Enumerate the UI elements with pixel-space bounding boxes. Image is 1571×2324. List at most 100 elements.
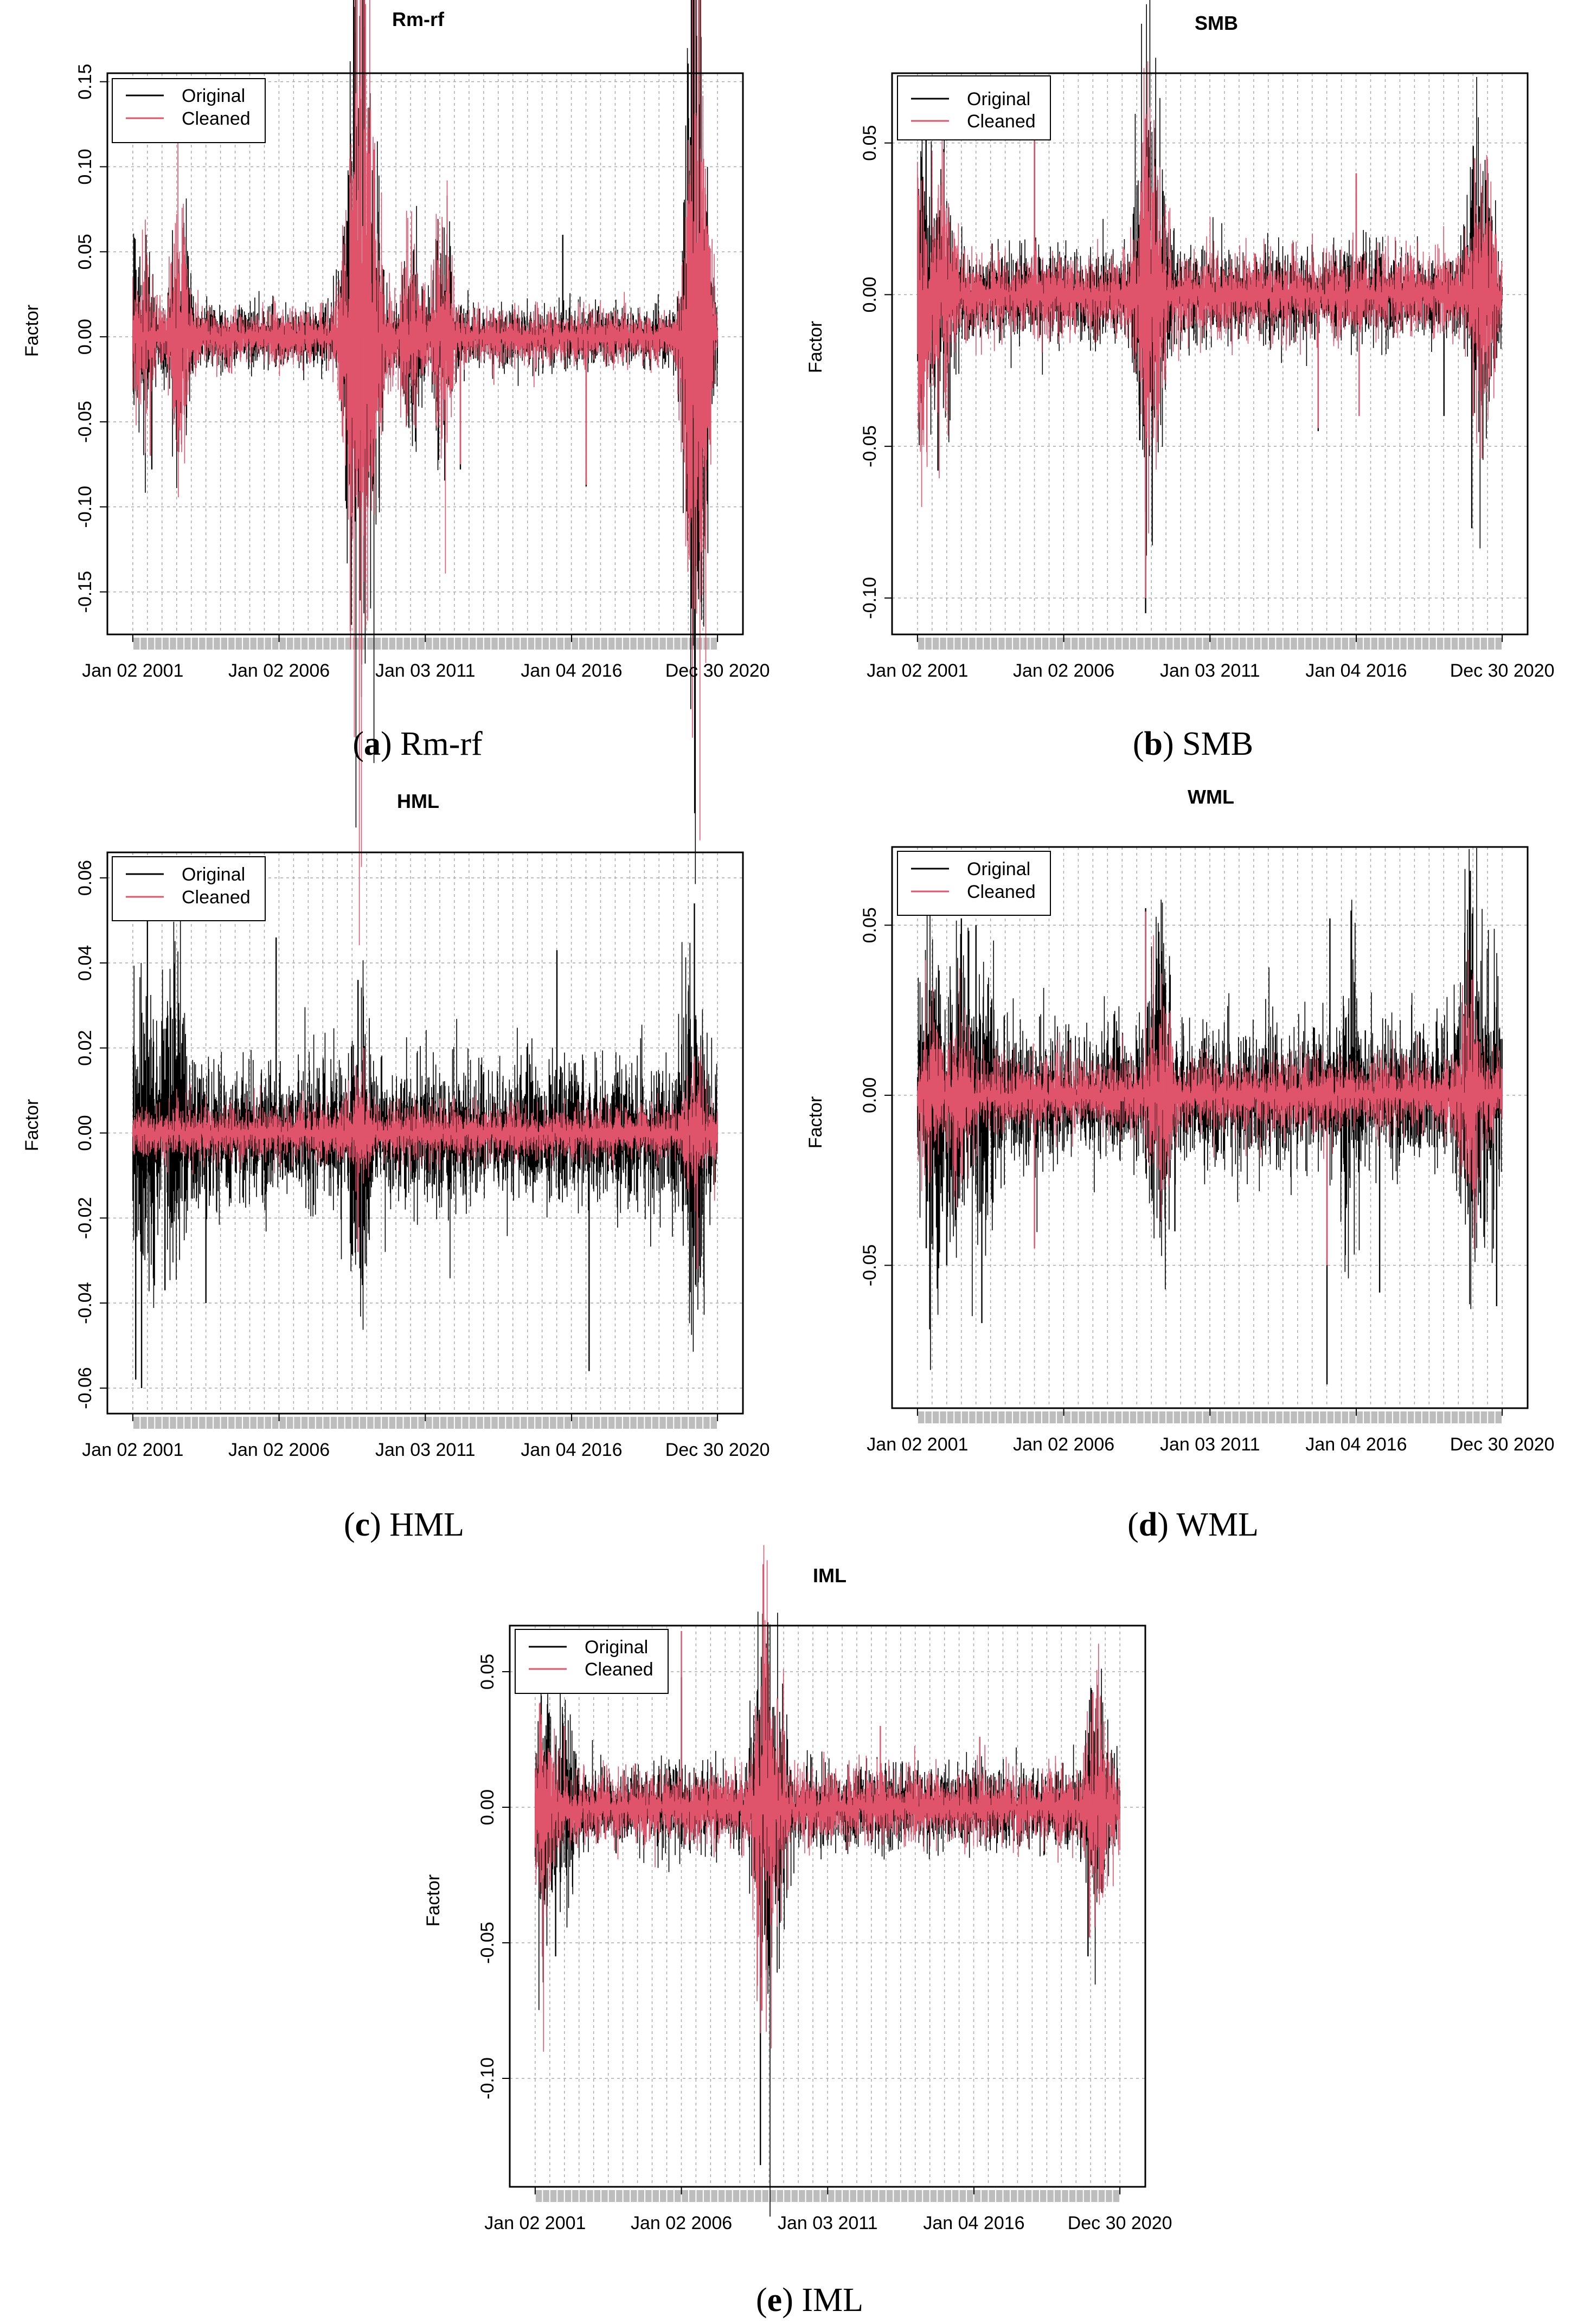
legend: Original Cleaned (515, 1629, 669, 1694)
x-tick-label: Jan 03 2011 (375, 1440, 476, 1460)
chart-title: HML (397, 790, 439, 812)
chart-title: Rm-rf (392, 8, 445, 30)
series-line-cleaned (535, 1545, 1120, 2052)
x-tick-label: Jan 03 2011 (1160, 1434, 1260, 1455)
legend-label-original: Original (585, 1637, 648, 1658)
series-line-cleaned (132, 1048, 718, 1211)
y-tick-label: 0.00 (75, 319, 95, 355)
x-tick-label: Jan 02 2001 (867, 660, 968, 681)
x-tick-label: Jan 03 2011 (778, 2213, 878, 2233)
caption-letter: d (1139, 1506, 1157, 1543)
series-lines (917, 0, 1503, 613)
y-tick-label: 0.15 (75, 64, 95, 100)
legend-label-original: Original (182, 86, 245, 106)
caption-text: SMB (1182, 726, 1253, 762)
panel-iml: IML Factor Jan 02 2001 Jan 02 2006 Jan 03 … (423, 1545, 1172, 2319)
x-tick-label: Dec 30 2020 (665, 1440, 770, 1460)
panel-caption: (a) Rm-rf (352, 726, 483, 762)
x-tick-label: Jan 04 2016 (923, 2213, 1024, 2233)
x-tick-label: Jan 02 2001 (484, 2213, 586, 2233)
legend-box (112, 856, 266, 921)
legend-label-cleaned: Cleaned (182, 108, 251, 129)
x-tick-label: Jan 02 2006 (1013, 1434, 1114, 1455)
y-axis-ticks: -0.06 -0.04 -0.02 0.00 0.02 0.04 0.06 (75, 860, 107, 1409)
legend: Original Cleaned (112, 856, 266, 921)
legend-box (515, 1629, 669, 1694)
panel-smb: SMB Factor Jan 02 2001 Jan 02 2006 Jan 03 … (805, 0, 1555, 762)
y-tick-label: -0.15 (75, 571, 95, 613)
y-tick-label: 0.04 (75, 945, 95, 981)
panel-caption: (c) HML (344, 1506, 464, 1543)
caption-text: IML (801, 2282, 863, 2319)
x-tick-label: Jan 02 2001 (82, 1440, 183, 1460)
y-tick-label: -0.10 (477, 2057, 498, 2100)
series-line-cleaned (917, 61, 1503, 574)
y-tick-label: -0.05 (477, 1922, 498, 1964)
y-axis-label: Factor (423, 1874, 444, 1927)
y-tick-label: 0.00 (477, 1789, 498, 1825)
x-tick-label: Jan 02 2006 (228, 1440, 330, 1460)
caption-text: Rm-rf (400, 726, 483, 762)
grid-lines (892, 73, 1528, 634)
x-axis-ticks: Jan 02 2001 Jan 02 2006 Jan 03 2011 Jan 04 … (82, 1414, 770, 1460)
x-axis-ticks: Jan 02 2001 Jan 02 2006 Jan 03 2011 Jan 04 … (484, 2187, 1172, 2233)
y-axis-label: Factor (805, 321, 826, 373)
y-tick-label: -0.10 (860, 577, 880, 619)
y-tick-label: 0.05 (860, 125, 880, 161)
x-axis-ticks: Jan 02 2001 Jan 02 2006 Jan 03 2011 Jan 04 … (867, 1408, 1555, 1455)
x-tick-label: Jan 03 2011 (1160, 660, 1260, 681)
y-tick-label: 0.05 (75, 234, 95, 269)
y-tick-label: -0.06 (75, 1367, 95, 1409)
y-tick-label: 0.00 (860, 1077, 880, 1113)
legend-box (112, 78, 266, 143)
x-tick-label: Jan 04 2016 (1305, 1434, 1407, 1455)
y-axis-ticks: -0.05 0.00 0.05 (860, 907, 892, 1286)
y-axis-ticks: -0.15 -0.10 -0.05 0.00 0.05 0.10 0.15 (75, 64, 107, 613)
y-tick-label: 0.06 (75, 860, 95, 896)
legend-label-cleaned: Cleaned (182, 887, 251, 908)
x-axis-ticks: Jan 02 2001 Jan 02 2006 Jan 03 2011 Jan 04 … (867, 634, 1555, 681)
y-tick-label: -0.10 (75, 486, 95, 528)
series-line-cleaned (917, 935, 1503, 1249)
y-tick-label: 0.00 (75, 1115, 95, 1151)
y-axis-ticks: -0.10 -0.05 0.00 0.05 (477, 1654, 510, 2100)
x-tick-label: Jan 03 2011 (375, 660, 476, 681)
legend: Original Cleaned (897, 851, 1051, 916)
series-lines (535, 1545, 1120, 2217)
legend: Original Cleaned (897, 75, 1051, 140)
panel-rm-rf: Rm-rf Factor Jan 02 2001 Jan 02 2006 Jan 0… (22, 0, 770, 946)
caption-letter: b (1144, 726, 1163, 762)
panel-caption: (e) IML (756, 2282, 863, 2319)
x-tick-label: Jan 04 2016 (521, 660, 622, 681)
y-tick-label: -0.05 (75, 401, 95, 443)
x-tick-label: Jan 02 2006 (631, 2213, 732, 2233)
panel-caption: (d) WML (1127, 1506, 1259, 1543)
y-tick-label: 0.05 (477, 1654, 498, 1690)
series-lines (132, 0, 718, 946)
x-tick-label: Dec 30 2020 (1068, 2213, 1172, 2233)
legend-label-original: Original (967, 89, 1030, 110)
panel-caption: (b) SMB (1133, 726, 1253, 762)
x-tick-label: Jan 04 2016 (521, 1440, 622, 1460)
y-tick-label: -0.04 (75, 1282, 95, 1324)
x-tick-label: Jan 02 2006 (1013, 660, 1114, 681)
chart-title: SMB (1195, 12, 1238, 34)
caption-text: WML (1176, 1506, 1259, 1543)
series-line-cleaned (132, 0, 718, 946)
series-lines (917, 848, 1503, 1385)
caption-letter: e (767, 2282, 783, 2319)
x-tick-label: Jan 02 2006 (228, 660, 330, 681)
series-lines (132, 903, 718, 1388)
legend-label-original: Original (967, 859, 1030, 879)
caption-letter: c (355, 1506, 370, 1543)
legend: Original Cleaned (112, 78, 266, 143)
legend-label-cleaned: Cleaned (967, 882, 1036, 902)
y-tick-label: 0.10 (75, 149, 95, 184)
y-axis-label: Factor (805, 1096, 826, 1148)
x-tick-label: Jan 02 2001 (82, 660, 183, 681)
y-tick-label: -0.02 (75, 1197, 95, 1240)
legend-label-cleaned: Cleaned (585, 1659, 653, 1680)
y-tick-label: 0.00 (860, 277, 880, 312)
